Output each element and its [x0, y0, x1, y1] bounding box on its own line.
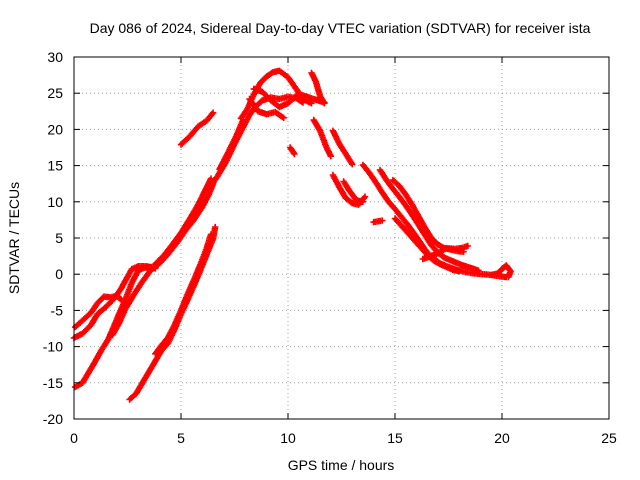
plus-marker [327, 153, 334, 160]
y-tick-label: 5 [55, 230, 63, 246]
y-tick-label: 10 [47, 194, 63, 210]
y-tick-label: 25 [47, 85, 63, 101]
series-arc-17 [329, 127, 356, 168]
plus-marker [212, 223, 219, 231]
series-arc-7 [152, 231, 215, 357]
series-arc-1 [71, 292, 125, 331]
series-arc-24 [370, 217, 386, 226]
y-tick-label: 20 [47, 121, 63, 137]
y-axis-label: SDTVAR / TECUs [6, 182, 22, 294]
plus-marker [456, 268, 463, 275]
y-tick-label: -20 [43, 411, 63, 427]
series-arc-26 [488, 262, 514, 281]
series-arc-15 [286, 144, 298, 158]
x-tick-label: 25 [601, 430, 617, 446]
series-arc-25 [419, 242, 471, 263]
series-arc-16 [310, 116, 334, 160]
series-arc-8 [177, 109, 217, 148]
plus-marker [361, 193, 369, 200]
x-tick-label: 15 [387, 430, 403, 446]
x-tick-label: 10 [280, 430, 296, 446]
y-tick-label: 30 [47, 49, 63, 65]
plus-marker [321, 100, 328, 107]
y-axis-tick-labels: -20 -15 -10 -5 0 5 10 15 20 25 30 [43, 49, 63, 427]
series-arc-14 [308, 69, 328, 107]
y-tick-label: -10 [43, 339, 63, 355]
x-tick-label: 5 [177, 430, 185, 446]
plus-marker [291, 150, 298, 158]
chart-title: Day 086 of 2024, Sidereal Day-to-day VTE… [90, 20, 591, 36]
plus-marker [280, 114, 287, 121]
series-arc-10 [216, 116, 247, 173]
plus-marker [505, 273, 512, 281]
series-arc-23 [391, 215, 463, 275]
plus-marker [209, 109, 217, 116]
y-tick-label: -15 [43, 375, 63, 391]
series-arc-13 [246, 95, 287, 121]
plus-marker [349, 161, 356, 168]
plus-marker [379, 217, 386, 224]
y-tick-label: 15 [47, 158, 63, 174]
data-points [70, 67, 514, 403]
plus-marker [359, 198, 367, 205]
x-axis-tick-labels: 0 5 10 15 20 25 [70, 430, 617, 446]
plus-marker [464, 242, 471, 250]
x-tick-label: 20 [494, 430, 510, 446]
series-arc-19 [340, 178, 367, 205]
x-tick-label: 0 [70, 430, 78, 446]
x-axis-label: GPS time / hours [288, 457, 395, 473]
axis-ticks [73, 56, 610, 420]
plus-marker [475, 267, 482, 274]
plus-marker [207, 231, 215, 238]
y-tick-label: 0 [55, 266, 63, 282]
y-tick-label: -5 [51, 302, 64, 318]
